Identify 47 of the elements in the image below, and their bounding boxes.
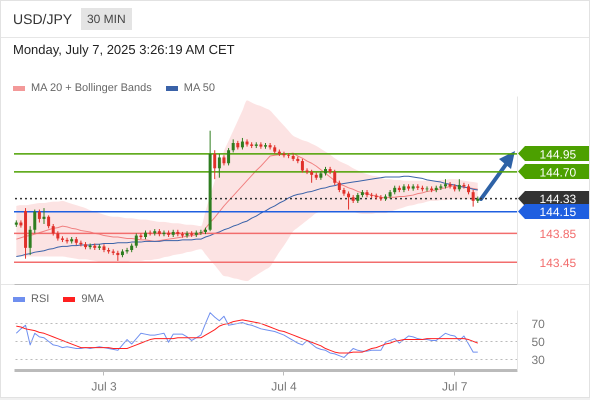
candlestick: [38, 209, 41, 224]
y-tick-label: 143.85: [540, 226, 577, 241]
chart-subtitle: Monday, July 7, 2025 3:26:19 AM CET: [13, 42, 235, 57]
candlestick: [232, 138, 235, 153]
line-series: [16, 176, 478, 258]
candlestick: [472, 190, 475, 208]
candlestick: [444, 178, 447, 190]
candlestick: [240, 137, 244, 150]
candlestick: [338, 180, 341, 193]
candlestick: [218, 153, 221, 178]
legend-label: MA 50: [182, 82, 215, 94]
candlestick: [56, 230, 60, 242]
legend-label: RSI: [30, 293, 50, 305]
candlestick: [213, 150, 216, 180]
chart-title: USD/JPY: [13, 11, 72, 27]
candlestick: [458, 178, 461, 192]
candlestick: [134, 232, 138, 248]
candlestick: [356, 192, 360, 204]
y-tick-label: 144.15: [540, 205, 577, 220]
candlestick: [467, 184, 470, 195]
legend-label: MA 20 + Bollinger Bands: [30, 82, 152, 94]
y-tick-label: 144.33: [540, 192, 577, 206]
x-tick-label: Jul 4: [271, 380, 297, 394]
candlestick: [42, 208, 46, 224]
line-series: [16, 319, 478, 354]
candlestick: [28, 226, 32, 256]
y-tick-label: 70: [532, 316, 546, 331]
candlestick: [52, 223, 55, 236]
candlestick: [310, 169, 314, 184]
candlestick: [116, 250, 120, 262]
candlestick: [227, 148, 230, 166]
text: 30 MIN: [81, 8, 132, 30]
y-tick-label: 30: [532, 352, 546, 367]
line-series: [16, 312, 478, 358]
x-tick-label: Jul 3: [91, 380, 117, 394]
candlestick: [222, 154, 226, 166]
y-tick-label: 144.95: [540, 147, 577, 162]
y-tick-label: 143.45: [540, 256, 577, 270]
candlestick: [47, 214, 50, 229]
x-tick-label: Jul 7: [442, 380, 468, 394]
candlestick: [300, 158, 304, 174]
candlestick: [333, 169, 336, 186]
candlestick: [33, 209, 36, 234]
y-tick-label: 50: [532, 334, 546, 349]
candlestick: [347, 190, 350, 210]
y-tick-label: 144.70: [540, 165, 577, 180]
legend-label: 9MA: [80, 293, 104, 305]
